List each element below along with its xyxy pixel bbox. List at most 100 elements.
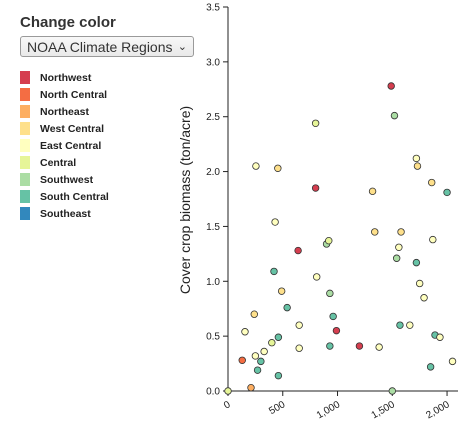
x-tick-label: 500 xyxy=(267,399,287,417)
data-point xyxy=(397,228,405,236)
legend-swatch xyxy=(20,207,30,220)
y-tick-label: 0.0 xyxy=(206,387,220,398)
data-point xyxy=(388,387,396,395)
data-point xyxy=(392,254,401,262)
data-point xyxy=(271,218,279,226)
data-point xyxy=(429,235,437,244)
data-point xyxy=(412,258,421,267)
legend-swatch xyxy=(20,173,30,186)
legend-swatch xyxy=(20,105,30,118)
data-point xyxy=(387,82,395,90)
data-point xyxy=(368,187,377,196)
data-point xyxy=(311,119,320,127)
data-point xyxy=(295,344,303,352)
y-axis-label: Cover crop biomass (ton/acre) xyxy=(177,106,193,294)
data-point xyxy=(283,303,291,312)
color-control: Change color NOAA Climate Regions ⌄ xyxy=(20,14,200,57)
y-tick-label: 2.5 xyxy=(206,112,220,123)
legend-item: Northwest xyxy=(20,69,109,86)
data-point xyxy=(274,371,283,380)
data-point xyxy=(396,321,404,329)
data-point xyxy=(260,347,268,356)
data-point xyxy=(277,287,286,295)
data-point xyxy=(415,279,424,288)
x-tick-label: 1,500 xyxy=(370,399,398,421)
data-point xyxy=(274,333,283,341)
legend-label: West Central xyxy=(40,122,104,135)
y-tick-label: 3.0 xyxy=(206,57,220,68)
data-point xyxy=(406,321,414,329)
y-tick-label: 2.0 xyxy=(206,167,220,178)
data-point xyxy=(413,162,422,170)
legend-label: Southeast xyxy=(40,207,91,220)
data-point xyxy=(325,236,333,245)
legend-label: North Central xyxy=(40,88,108,101)
legend-swatch xyxy=(20,122,30,135)
data-point xyxy=(270,267,278,276)
legend-label: Southwest xyxy=(40,173,94,186)
legend-swatch xyxy=(20,71,30,84)
data-point xyxy=(238,356,246,364)
data-point xyxy=(443,188,451,197)
data-point xyxy=(224,387,232,395)
legend-item: Central xyxy=(20,154,109,171)
data-point xyxy=(326,342,334,350)
data-point xyxy=(253,366,262,374)
data-point xyxy=(251,352,260,360)
legend-label: Central xyxy=(40,156,77,169)
legend-swatch xyxy=(20,190,30,203)
data-point xyxy=(326,289,334,298)
y-tick-label: 1.0 xyxy=(206,277,220,288)
data-point xyxy=(294,246,302,255)
data-point xyxy=(241,328,249,336)
data-point xyxy=(311,184,320,192)
data-point xyxy=(247,384,255,392)
data-point xyxy=(428,178,436,187)
data-point xyxy=(426,363,435,371)
color-by-select[interactable]: NOAA Climate Regions ⌄ xyxy=(20,36,194,57)
legend: Northwest North Central Northeast West Cent… xyxy=(20,69,109,222)
data-point xyxy=(274,164,282,172)
x-tick-label: 0 xyxy=(222,399,233,412)
legend-swatch xyxy=(20,88,30,101)
data-point xyxy=(332,326,341,335)
legend-label: East Central xyxy=(40,139,102,152)
legend-item: North Central xyxy=(20,86,109,103)
y-tick-label: 3.5 xyxy=(206,3,220,14)
legend-swatch xyxy=(20,156,30,169)
data-point xyxy=(371,228,379,236)
legend-item: Northeast xyxy=(20,103,109,120)
chevron-down-icon: ⌄ xyxy=(177,41,187,53)
data-point xyxy=(355,342,364,350)
y-tick-label: 0.5 xyxy=(206,332,220,343)
x-tick-label: 1,000 xyxy=(315,399,343,421)
data-point xyxy=(329,312,337,321)
data-point xyxy=(390,111,399,120)
data-point xyxy=(257,357,265,366)
data-point xyxy=(252,162,260,170)
legend-item: South Central xyxy=(20,188,109,205)
data-point xyxy=(395,243,403,251)
data-point xyxy=(250,310,258,318)
data-point xyxy=(412,154,421,163)
data-point xyxy=(295,321,303,329)
x-tick-label: 2,000 xyxy=(424,399,452,421)
legend-label: Northwest xyxy=(40,71,92,84)
legend-item: Southeast xyxy=(20,205,109,222)
y-tick-label: 1.5 xyxy=(206,222,220,233)
data-point xyxy=(375,343,383,351)
color-by-selected-value: NOAA Climate Regions xyxy=(27,38,173,55)
data-point xyxy=(268,339,276,347)
data-point xyxy=(448,357,457,366)
legend-label: South Central xyxy=(40,190,109,203)
data-point xyxy=(436,333,444,341)
legend-item: East Central xyxy=(20,137,109,154)
data-point xyxy=(313,273,321,281)
legend-label: Northeast xyxy=(40,105,90,118)
legend-item: Southwest xyxy=(20,171,109,188)
legend-swatch xyxy=(20,139,30,152)
data-points xyxy=(224,82,457,395)
data-point xyxy=(420,294,428,302)
legend-item: West Central xyxy=(20,120,109,137)
